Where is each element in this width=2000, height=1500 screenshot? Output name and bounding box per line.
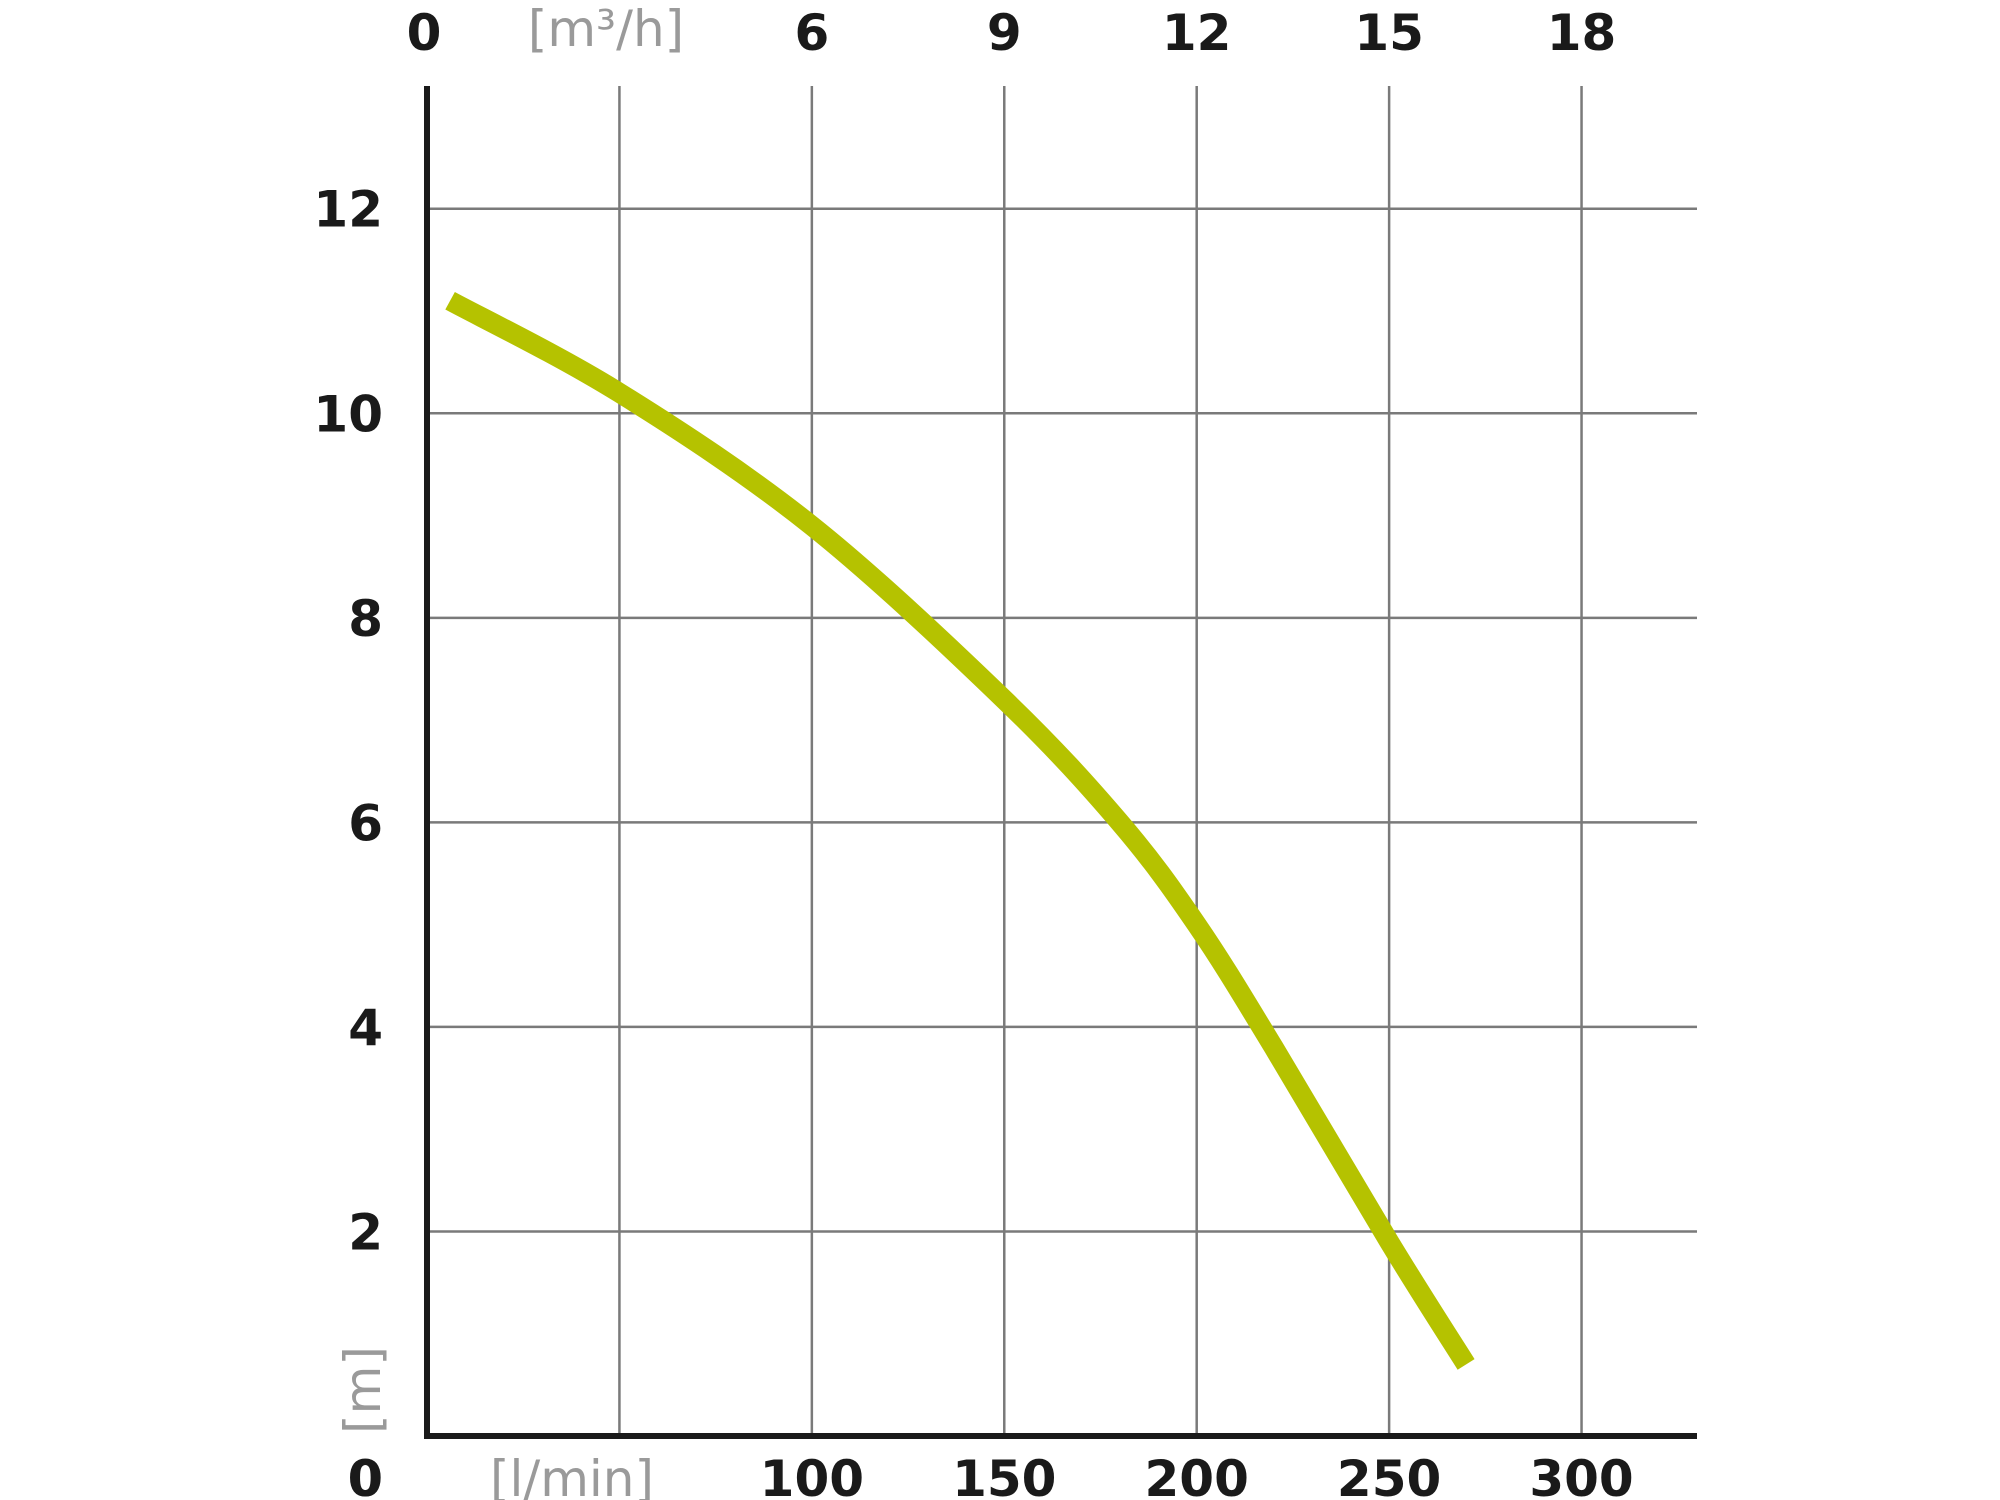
x-bottom-tick-label-2: 150 [952,1450,1056,1500]
y-tick-label-6: 12 [313,181,383,239]
x-top-tick-label-0: 0 [407,4,442,62]
y-tick-label-0: 0 [348,1450,383,1500]
series-layer [445,291,1475,1370]
y-tick-label-5: 10 [313,385,383,443]
x-bottom-axis-label: [l/min] [490,1450,654,1500]
x-bottom-tick-label-4: 250 [1337,1450,1441,1500]
x-top-tick-label-2: 9 [987,4,1022,62]
x-bottom-tick-label-3: 200 [1145,1450,1249,1500]
axes [424,86,1697,1439]
x-top-tick-label-4: 15 [1354,4,1424,62]
x-top-tick-label-1: 6 [794,4,829,62]
y-axis-label: [m] [334,1346,392,1434]
y-tick-label-4: 8 [348,590,383,648]
pump-curve-line [445,291,1475,1370]
x-top-tick-label-3: 12 [1162,4,1232,62]
y-tick-label-3: 6 [348,794,383,852]
x-bottom-tick-label-0: 0 [348,1450,383,1500]
x-bottom-tick-label-5: 300 [1529,1450,1633,1500]
x-bottom-tick-label-1: 100 [760,1450,864,1500]
y-tick-label-1: 2 [348,1203,383,1261]
y-tick-label-2: 4 [348,999,383,1057]
x-top-axis-label: [m³/h] [528,0,684,58]
x-top-tick-label-5: 18 [1547,4,1617,62]
